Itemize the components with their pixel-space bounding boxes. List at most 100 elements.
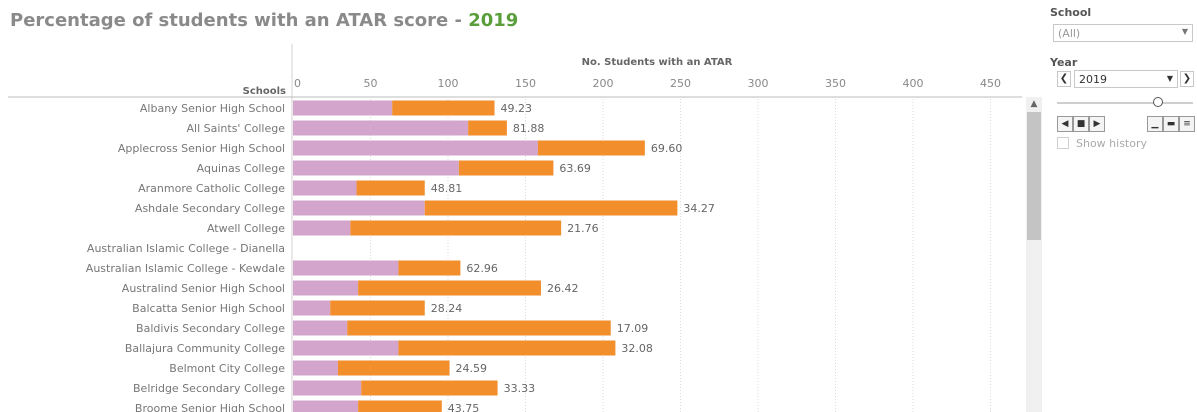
- year-slider-handle[interactable]: [1153, 97, 1163, 107]
- scroll-up-icon[interactable]: ▲: [1030, 99, 1038, 109]
- play-button[interactable]: ▶: [1089, 116, 1105, 132]
- x-tick-label: 200: [593, 77, 614, 90]
- bar-segment-atar: [337, 360, 450, 376]
- category-label: Belmont City College: [169, 362, 285, 375]
- bar-segment-base: [293, 360, 338, 376]
- speed-fast-button[interactable]: ≡: [1179, 116, 1195, 132]
- category-label: Albany Senior High School: [140, 102, 285, 115]
- bar-segment-atar: [358, 280, 541, 296]
- category-label: Balcatta Senior High School: [132, 302, 285, 315]
- y-axis-title: Schools: [243, 86, 286, 97]
- data-label: 28.24: [431, 302, 463, 315]
- data-label: 49.23: [501, 102, 533, 115]
- data-label: 48.81: [431, 182, 463, 195]
- category-label: Australian Islamic College - Kewdale: [86, 262, 285, 275]
- year-select-value: 2019: [1079, 73, 1107, 86]
- data-label: 21.76: [567, 222, 599, 235]
- bar-segment-atar: [398, 260, 461, 276]
- bar-segment-base: [293, 180, 357, 196]
- category-label: Australian Islamic College - Dianella: [87, 242, 285, 255]
- data-label: 62.96: [466, 262, 498, 275]
- prev-year-button[interactable]: ❮: [1057, 71, 1071, 87]
- speed-slow-icon: ▁: [1151, 119, 1159, 129]
- bar-segment-atar: [424, 200, 678, 216]
- chevron-down-icon: ▼: [1181, 27, 1188, 36]
- speed-medium-button[interactable]: ▬: [1163, 116, 1179, 132]
- category-label: Australind Senior High School: [122, 282, 285, 295]
- category-label: Atwell College: [207, 222, 285, 235]
- title-year: 2019: [468, 10, 519, 31]
- category-label: Aranmore Catholic College: [138, 182, 285, 195]
- data-label: 24.59: [456, 362, 488, 375]
- data-label: 17.09: [617, 322, 649, 335]
- bar-segment-atar: [330, 300, 425, 316]
- bar-segment-base: [293, 260, 399, 276]
- x-tick-label: 50: [364, 77, 378, 90]
- category-label: All Saints' College: [187, 122, 286, 135]
- x-tick-label: 100: [438, 77, 459, 90]
- stop-button[interactable]: ■: [1073, 116, 1089, 132]
- data-label: 33.33: [504, 382, 535, 395]
- step-back-button[interactable]: ◀: [1057, 116, 1073, 132]
- page-title: Percentage of students with an ATAR scor…: [10, 10, 518, 31]
- data-label: 69.60: [651, 142, 683, 155]
- chevron-down-icon: ▼: [1166, 74, 1173, 83]
- bar-segment-base: [293, 100, 393, 116]
- x-tick-label: 400: [903, 77, 924, 90]
- x-axis-title: No. Students with an ATAR: [582, 57, 733, 68]
- step-back-icon: ◀: [1061, 119, 1069, 129]
- bar-segment-atar: [398, 340, 616, 356]
- bar-segment-base: [293, 300, 331, 316]
- bar-segment-base: [293, 140, 538, 156]
- x-tick-label: 250: [670, 77, 691, 90]
- category-label: Baldivis Secondary College: [136, 322, 285, 335]
- bar-segment-atar: [392, 100, 495, 116]
- school-filter-label: School: [1050, 6, 1092, 19]
- data-label: 26.42: [547, 282, 579, 295]
- data-label: 81.88: [513, 122, 545, 135]
- bar-segment-base: [293, 200, 425, 216]
- x-tick-label: 300: [748, 77, 769, 90]
- chart-scrollbar-thumb[interactable]: [1027, 112, 1041, 240]
- bar-segment-atar: [537, 140, 645, 156]
- title-text: Percentage of students with an ATAR scor…: [10, 10, 469, 31]
- bar-segment-base: [293, 280, 359, 296]
- category-label: Ballajura Community College: [125, 342, 285, 355]
- show-history-checkbox[interactable]: [1057, 137, 1069, 149]
- category-label: Applecross Senior High School: [118, 142, 285, 155]
- bar-segment-base: [293, 120, 469, 136]
- speed-medium-icon: ▬: [1166, 119, 1176, 129]
- speed-slow-button[interactable]: ▁: [1147, 116, 1163, 132]
- x-tick-label: 350: [825, 77, 846, 90]
- bar-segment-atar: [347, 320, 611, 336]
- year-filter-label: Year: [1050, 56, 1078, 69]
- bar-segment-base: [293, 220, 351, 236]
- chevron-left-icon: ❮: [1059, 73, 1069, 84]
- stop-icon: ■: [1076, 119, 1086, 129]
- bar-segment-base: [293, 160, 459, 176]
- category-label: Ashdale Secondary College: [135, 202, 285, 215]
- category-label: Broome Senior High School: [135, 402, 285, 412]
- school-select-value: (All): [1058, 27, 1081, 40]
- data-label: 43.75: [448, 402, 480, 412]
- bar-segment-atar: [350, 220, 562, 236]
- x-tick-label: 150: [515, 77, 536, 90]
- bar-segment-atar: [361, 380, 498, 396]
- category-label: Belridge Secondary College: [133, 382, 285, 395]
- next-year-button[interactable]: ❯: [1180, 71, 1194, 87]
- speed-fast-icon: ≡: [1183, 119, 1191, 129]
- data-label: 34.27: [683, 202, 715, 215]
- x-tick-label: 0: [294, 77, 301, 90]
- chevron-right-icon: ❯: [1182, 73, 1192, 84]
- bar-segment-atar: [458, 160, 554, 176]
- bar-segment-base: [293, 380, 362, 396]
- year-slider-track[interactable]: [1057, 102, 1193, 104]
- x-tick-label: 450: [980, 77, 1001, 90]
- school-select[interactable]: (All) ▼: [1053, 24, 1193, 42]
- bar-segment-atar: [356, 180, 425, 196]
- bar-segment-atar: [358, 400, 442, 412]
- bar-segment-base: [293, 340, 399, 356]
- bar-segment-atar: [468, 120, 507, 136]
- category-label: Aquinas College: [197, 162, 286, 175]
- year-select[interactable]: 2019 ▼: [1074, 70, 1178, 88]
